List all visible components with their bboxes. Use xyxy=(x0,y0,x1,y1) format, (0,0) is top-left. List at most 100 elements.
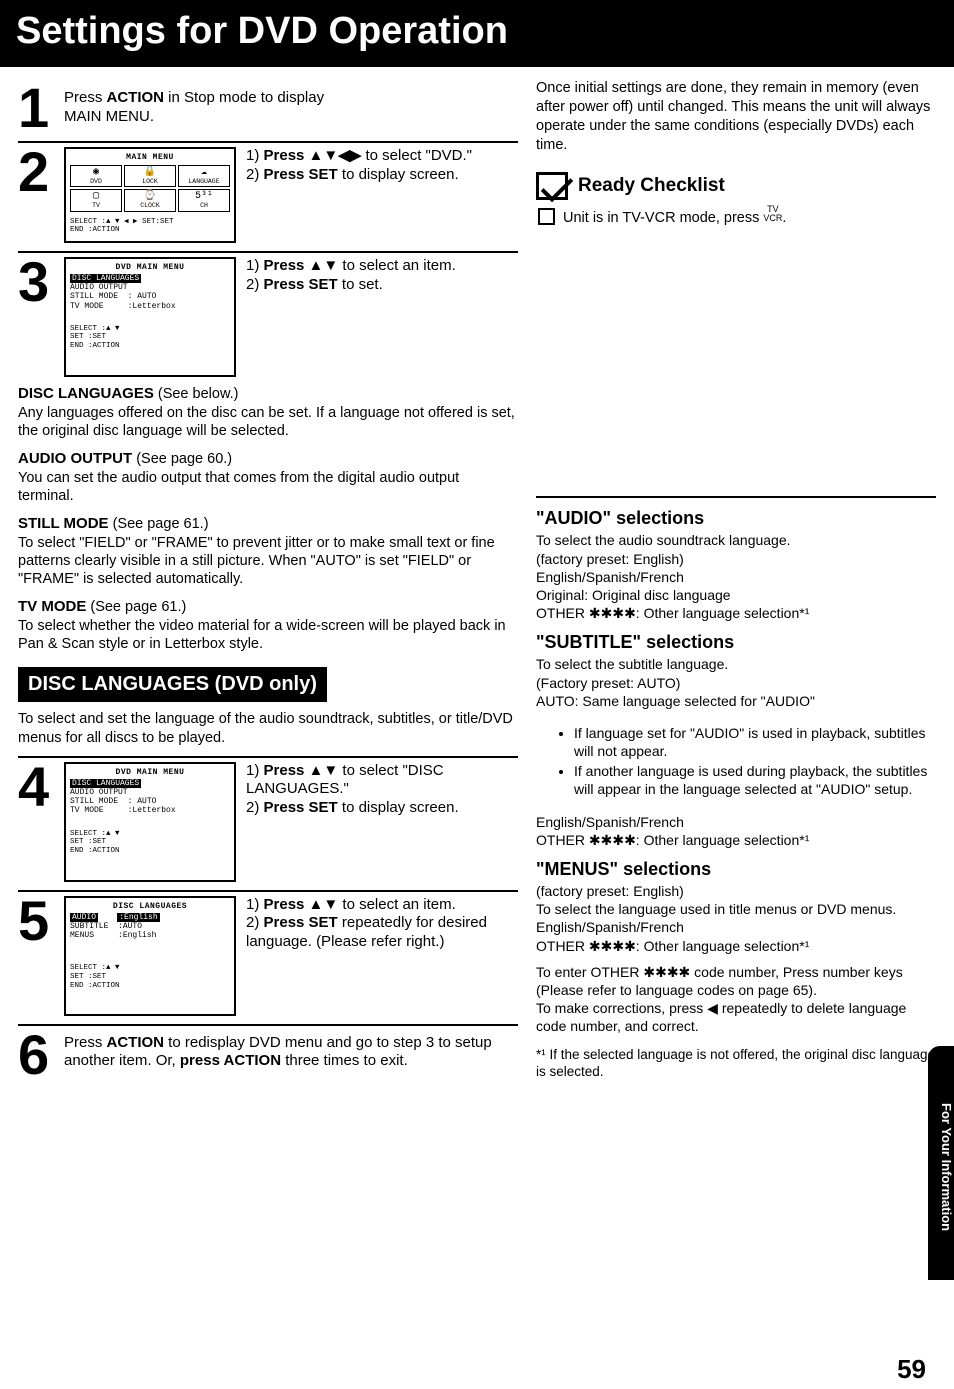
desc-disc: DISC LANGUAGES (See below.) Any language… xyxy=(18,385,518,440)
check-icon xyxy=(536,172,568,200)
oc-l3b: press ◀ xyxy=(669,1000,718,1016)
mm-dvd: ◉DVD xyxy=(70,165,122,188)
step2-footer2: END :ACTION xyxy=(70,226,230,235)
step-number-3: 3 xyxy=(18,257,64,307)
menu-sel-body: (factory preset: English) To select the … xyxy=(536,882,936,955)
s4l2c: to display screen. xyxy=(338,799,459,816)
step1-action: ACTION xyxy=(107,89,165,106)
s4-r1l: AUDIO OUTPUT xyxy=(70,788,128,797)
s5l2b: Press SET xyxy=(264,914,338,931)
ss-b1: If language set for "AUDIO" is used in p… xyxy=(574,724,936,760)
desc-disc-note: (See below.) xyxy=(154,386,239,402)
s2l2a: 2) xyxy=(246,166,264,183)
desc-still-head: STILL MODE xyxy=(18,515,109,532)
s5-r1l: SUBTITLE xyxy=(70,922,108,931)
step-3: 3 DVD MAIN MENU DISC LANGUAGES AUDIO OUT… xyxy=(18,251,518,377)
sub-sel-head: "SUBTITLE" selections xyxy=(536,632,936,653)
checkbox-icon xyxy=(538,208,555,225)
ms-l3: English/Spanish/French xyxy=(536,919,684,935)
s4-r3v: :Letterbox xyxy=(128,806,176,815)
s3l2c: to set. xyxy=(338,276,383,293)
desc-tv-body: To select whether the video material for… xyxy=(18,618,506,652)
step-1: 1 Press ACTION in Stop mode to display M… xyxy=(18,79,518,133)
step-number-4: 4 xyxy=(18,762,64,812)
desc-still-body: To select "FIELD" or "FRAME" to prevent … xyxy=(18,535,495,587)
cb1-pre: Unit is in TV-VCR mode, press xyxy=(563,210,763,226)
s4-title: DVD MAIN MENU xyxy=(70,768,230,777)
s4-r2v: : AUTO xyxy=(128,797,157,806)
s3-r0: DISC LANGUAGES xyxy=(70,274,141,283)
s3l1a: 1) xyxy=(246,257,264,274)
ready-checklist-label: Ready Checklist xyxy=(578,175,725,197)
cb1-vcr: VCR xyxy=(763,213,782,223)
step2-footer1: SELECT :▲ ▼ ◀ ▶ SET:SET xyxy=(70,218,230,227)
s6-b2: press ACTION xyxy=(180,1052,281,1069)
ready-checklist-row: Ready Checklist xyxy=(536,172,936,200)
s5-r1v: :AUTO xyxy=(118,922,142,931)
step1-mainmenu: MAIN MENU. xyxy=(64,108,154,125)
s5l2a: 2) xyxy=(246,914,264,931)
s5l1c: to select an item. xyxy=(338,896,456,913)
s3-title: DVD MAIN MENU xyxy=(70,263,230,272)
oc-l3a: To make corrections, xyxy=(536,1000,669,1016)
as-l3: English/Spanish/French xyxy=(536,569,684,585)
disc-lang-section-head: DISC LANGUAGES (DVD only) xyxy=(18,667,327,702)
desc-audio: AUDIO OUTPUT (See page 60.) You can set … xyxy=(18,450,518,505)
s4l2b: Press SET xyxy=(264,799,338,816)
s4l1b: Press ▲▼ xyxy=(264,762,339,779)
s3-f2: END :ACTION xyxy=(70,342,230,351)
ss-l1: To select the subtitle language. xyxy=(536,656,728,672)
desc-audio-head: AUDIO OUTPUT xyxy=(18,450,132,467)
as-l4b: Original: xyxy=(536,587,588,603)
step-number-2: 2 xyxy=(18,147,64,197)
footnote: *¹ If the selected language is not offer… xyxy=(536,1046,936,1081)
s3l2a: 2) xyxy=(246,276,264,293)
step3-screen: DVD MAIN MENU DISC LANGUAGES AUDIO OUTPU… xyxy=(64,257,236,377)
mm-clock: ⌚CLOCK xyxy=(124,189,176,212)
content-columns: 1 Press ACTION in Stop mode to display M… xyxy=(0,67,954,1088)
s2l1b: Press ▲▼◀▶ xyxy=(264,147,362,164)
desc-tv: TV MODE (See page 61.) To select whether… xyxy=(18,598,518,653)
mm-tv: ▢TV xyxy=(70,189,122,212)
s3l1c: to select an item. xyxy=(338,257,456,274)
s5-f1: SET :SET xyxy=(70,973,230,982)
right-intro: Once initial settings are done, they rem… xyxy=(536,79,936,154)
left-column: 1 Press ACTION in Stop mode to display M… xyxy=(18,79,518,1088)
mm-lock: 🔒LOCK xyxy=(124,165,176,188)
page-number: 59 xyxy=(897,1354,926,1385)
s4-f2: END :ACTION xyxy=(70,847,230,856)
s5-title: DISC LANGUAGES xyxy=(70,902,230,911)
s5-r0l: AUDIO xyxy=(70,913,98,922)
desc-tv-note: (See page 61.) xyxy=(86,599,186,615)
page-title-bar: Settings for DVD Operation xyxy=(0,0,954,67)
desc-audio-body: You can set the audio output that comes … xyxy=(18,470,459,504)
as-l2: (factory preset: English) xyxy=(536,551,684,567)
s6-m2: three times to exit. xyxy=(281,1052,408,1069)
desc-disc-body: Any languages offered on the disc can be… xyxy=(18,405,515,439)
s5-r2l: MENUS xyxy=(70,931,94,940)
sub-sel-body: To select the subtitle language. (Factor… xyxy=(536,655,936,849)
s5-f2: END :ACTION xyxy=(70,982,230,991)
step1-text-pre: Press xyxy=(64,89,107,106)
s3-f1: SET :SET xyxy=(70,333,230,342)
s4-r3l: TV MODE xyxy=(70,806,104,815)
step2-screen: MAIN MENU ◉DVD 🔒LOCK ☁LANGUAGE ▢TV ⌚CLOC… xyxy=(64,147,236,242)
s5-r0v: :English xyxy=(117,913,159,922)
s3-r2v: : AUTO xyxy=(128,292,157,301)
other-code-block: To enter OTHER ✱✱✱✱ code number, Press n… xyxy=(536,963,936,1036)
oc-l1: To enter OTHER ✱✱✱✱ code number, Press n… xyxy=(536,964,903,980)
s3-r3v: :Letterbox xyxy=(128,302,176,311)
step-6: 6 Press ACTION to redisplay DVD menu and… xyxy=(18,1024,518,1080)
as-l1: To select the audio soundtrack language. xyxy=(536,532,791,548)
s3-r3l: TV MODE xyxy=(70,302,104,311)
s2l1c: to select "DVD." xyxy=(361,147,472,164)
ss-b2: If another language is used during playb… xyxy=(574,762,936,798)
as-l5b: OTHER ✱✱✱✱: xyxy=(536,605,640,621)
step4-screen: DVD MAIN MENU DISC LANGUAGES AUDIO OUTPU… xyxy=(64,762,236,882)
oc-l2: (Please refer to language codes on page … xyxy=(536,982,817,998)
mm-ch: 5³¹CH xyxy=(178,189,230,212)
audio-sel-head: "AUDIO" selections xyxy=(536,508,936,529)
s3l1b: Press ▲▼ xyxy=(264,257,339,274)
desc-still-note: (See page 61.) xyxy=(109,516,209,532)
s4l2a: 2) xyxy=(246,799,264,816)
